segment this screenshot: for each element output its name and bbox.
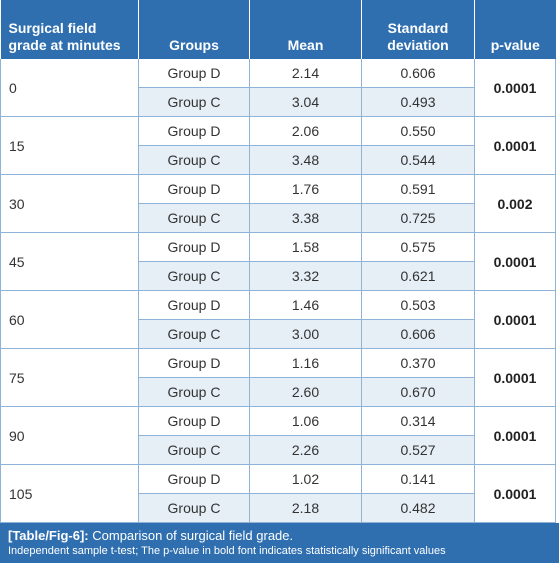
sd-cell: 0.550 [361, 116, 475, 146]
header-row: Surgical field grade at minutes Groups Me… [0, 0, 556, 59]
group-cell: Group C [138, 493, 250, 523]
grade-cell: 60 [0, 290, 139, 349]
table-header: Surgical field grade at minutes Groups Me… [0, 0, 556, 59]
pvalue-cell: 0.0001 [474, 232, 556, 291]
header-grade-line1: Surgical field [8, 20, 97, 36]
group-cell: Group C [138, 377, 250, 407]
pvalue-cell: 0.0001 [474, 348, 556, 407]
mean-cell: 1.46 [249, 290, 362, 320]
table-caption: [Table/Fig-6]: Comparison of surgical fi… [0, 523, 559, 563]
mean-cell: 3.04 [249, 87, 362, 117]
sd-cell: 0.670 [361, 377, 475, 407]
table-row: Group C 3.04 0.493 [1, 87, 556, 117]
header-sd-line2: deviation [387, 37, 449, 53]
header-sd-line1: Standard [387, 20, 449, 36]
group-cell: Group D [138, 464, 250, 494]
header-grade: Surgical field grade at minutes [0, 0, 139, 59]
mean-cell: 2.60 [249, 377, 362, 407]
table-row: 45 Group D 1.58 0.575 0.0001 [0, 232, 556, 291]
table-row: Group C 3.00 0.606 [1, 319, 556, 349]
group-cell: Group D [138, 59, 250, 88]
table-row: Group C 2.18 0.482 [1, 493, 556, 523]
table-row: Group C 3.32 0.621 [1, 261, 556, 291]
group-cell: Group C [138, 435, 250, 465]
grade-cell: 30 [0, 174, 139, 233]
pvalue-cell: 0.002 [474, 174, 556, 233]
caption-line: [Table/Fig-6]: Comparison of surgical fi… [8, 527, 555, 544]
table-row: 60 Group D 1.46 0.503 0.0001 [0, 290, 556, 349]
table-row: 0 Group D 2.14 0.606 0.0001 [0, 59, 556, 117]
group-cell: Group D [138, 232, 250, 262]
group-cell: Group D [138, 174, 250, 204]
table-body: 0 Group D 2.14 0.606 0.0001 Group C 3.04 0.493 1… [0, 59, 556, 523]
group-cell: Group C [138, 203, 250, 233]
table-row: Group C 2.26 0.527 [1, 435, 556, 465]
header-sd: Standard deviation [361, 0, 475, 59]
pvalue-cell: 0.0001 [474, 116, 556, 175]
pvalue-cell: 0.0001 [474, 59, 556, 117]
surgical-field-table: Surgical field grade at minutes Groups Me… [0, 0, 556, 523]
mean-cell: 2.06 [249, 116, 362, 146]
sd-cell: 0.493 [361, 87, 475, 117]
table-row: Group C 3.38 0.725 [1, 203, 556, 233]
group-cell: Group C [138, 261, 250, 291]
pvalue-cell: 0.0001 [474, 290, 556, 349]
table-row: 90 Group D 1.06 0.314 0.0001 [0, 406, 556, 465]
grade-cell: 15 [0, 116, 139, 175]
sd-cell: 0.527 [361, 435, 475, 465]
group-cell: Group D [138, 290, 250, 320]
table-row: 30 Group D 1.76 0.591 0.002 [0, 174, 556, 233]
caption-label: [Table/Fig-6]: [8, 528, 89, 543]
header-groups: Groups [138, 0, 250, 59]
group-cell: Group D [138, 348, 250, 378]
grade-cell: 105 [0, 464, 139, 523]
mean-cell: 3.48 [249, 145, 362, 175]
mean-cell: 1.58 [249, 232, 362, 262]
sd-cell: 0.544 [361, 145, 475, 175]
table-row: 75 Group D 1.16 0.370 0.0001 [0, 348, 556, 407]
sd-cell: 0.591 [361, 174, 475, 204]
table-row: Group C 2.60 0.670 [1, 377, 556, 407]
grade-cell: 75 [0, 348, 139, 407]
sd-cell: 0.606 [361, 319, 475, 349]
pvalue-cell: 0.0001 [474, 406, 556, 465]
mean-cell: 2.14 [249, 59, 362, 88]
sd-cell: 0.575 [361, 232, 475, 262]
group-cell: Group C [138, 145, 250, 175]
sd-cell: 0.725 [361, 203, 475, 233]
group-cell: Group D [138, 406, 250, 436]
mean-cell: 2.26 [249, 435, 362, 465]
grade-cell: 45 [0, 232, 139, 291]
table-row: 105 Group D 1.02 0.141 0.0001 [0, 464, 556, 523]
sd-cell: 0.141 [361, 464, 475, 494]
mean-cell: 2.18 [249, 493, 362, 523]
grade-cell: 0 [0, 59, 139, 117]
sd-cell: 0.621 [361, 261, 475, 291]
sd-cell: 0.482 [361, 493, 475, 523]
header-grade-line2: grade at minutes [8, 37, 121, 53]
mean-cell: 1.06 [249, 406, 362, 436]
group-cell: Group D [138, 116, 250, 146]
mean-cell: 3.38 [249, 203, 362, 233]
pvalue-cell: 0.0001 [474, 464, 556, 523]
sd-cell: 0.606 [361, 59, 475, 88]
grade-cell: 90 [0, 406, 139, 465]
mean-cell: 3.00 [249, 319, 362, 349]
header-pvalue: p-value [474, 0, 556, 59]
mean-cell: 1.76 [249, 174, 362, 204]
sd-cell: 0.370 [361, 348, 475, 378]
sd-cell: 0.503 [361, 290, 475, 320]
caption-note: Independent sample t-test; The p-value i… [8, 545, 446, 557]
mean-cell: 3.32 [249, 261, 362, 291]
caption-title: Comparison of surgical field grade. [88, 528, 294, 543]
sd-cell: 0.314 [361, 406, 475, 436]
header-mean: Mean [249, 0, 362, 59]
mean-cell: 1.02 [249, 464, 362, 494]
group-cell: Group C [138, 319, 250, 349]
mean-cell: 1.16 [249, 348, 362, 378]
table-row: Group C 3.48 0.544 [1, 145, 556, 175]
table-row: 15 Group D 2.06 0.550 0.0001 [0, 116, 556, 175]
group-cell: Group C [138, 87, 250, 117]
